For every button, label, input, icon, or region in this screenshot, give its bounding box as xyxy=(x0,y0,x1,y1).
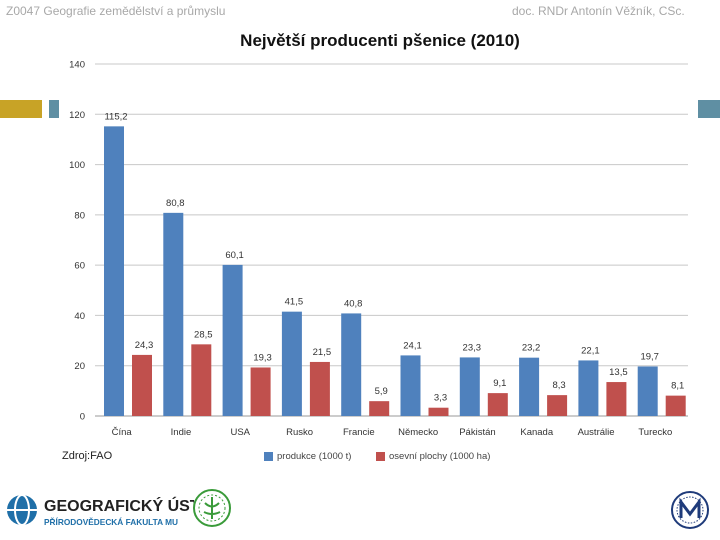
bar-osevni xyxy=(665,395,686,416)
data-label-produkce: 24,1 xyxy=(403,340,422,351)
source-note: Zdroj:FAO xyxy=(62,450,113,462)
bar-produkce xyxy=(104,126,124,417)
data-label-produkce: 80,8 xyxy=(166,198,185,209)
legend-swatch-osevni xyxy=(376,452,385,461)
x-tick-label: USA xyxy=(230,427,250,438)
muni-seal-icon xyxy=(671,491,709,529)
bar-produkce xyxy=(341,313,362,416)
data-label-osevni: 19,3 xyxy=(253,352,272,363)
data-label-osevni: 5,9 xyxy=(375,386,388,397)
legend-item-produkce: produkce (1000 t) xyxy=(264,451,351,462)
logo-text-line2: PŘÍRODOVĚDECKÁ FAKULTA MU xyxy=(44,516,178,527)
bar-osevni xyxy=(132,354,152,416)
data-label-osevni: 13,5 xyxy=(609,367,628,378)
legend-label-osevni: osevní plochy (1000 ha) xyxy=(389,451,491,462)
x-tick-label: Francie xyxy=(343,427,375,438)
bar-produkce xyxy=(400,355,421,416)
legend-swatch-produkce xyxy=(264,452,273,461)
bar-produkce xyxy=(637,366,658,416)
x-tick-label: Kanada xyxy=(520,427,553,438)
x-tick-label: Austrálie xyxy=(578,427,615,438)
data-label-osevni: 24,3 xyxy=(135,340,154,351)
y-tick-label: 80 xyxy=(74,210,85,221)
faculty-seal-icon xyxy=(193,489,231,527)
logo-text-line1: GEOGRAFICKÝ ÚSTAV xyxy=(44,496,194,515)
data-label-osevni: 8,3 xyxy=(552,380,565,391)
bar-produkce xyxy=(519,357,540,416)
y-tick-label: 120 xyxy=(69,110,85,121)
y-tick-label: 140 xyxy=(69,60,85,71)
data-label-produkce: 60,1 xyxy=(225,250,244,261)
y-tick-label: 40 xyxy=(74,311,85,322)
data-label-produkce: 23,3 xyxy=(463,342,482,353)
geographic-institute-logo: GEOGRAFICKÝ ÚSTAV PŘÍRODOVĚDECKÁ FAKULTA… xyxy=(7,494,194,527)
x-tick-label: Indie xyxy=(171,427,192,438)
bar-produkce xyxy=(578,360,599,416)
y-tick-label: 0 xyxy=(80,412,85,423)
data-label-osevni: 28,5 xyxy=(194,329,213,340)
bar-produkce xyxy=(222,264,243,416)
x-tick-label: Německo xyxy=(398,427,438,438)
data-label-produkce: 41,5 xyxy=(285,297,304,308)
y-axis-ticks: 0 20 40 60 80 100 120 140 xyxy=(69,60,85,423)
bar-produkce xyxy=(281,311,302,416)
y-tick-label: 60 xyxy=(74,261,85,272)
bar-produkce xyxy=(459,357,480,416)
x-tick-label: Rusko xyxy=(286,427,313,438)
data-label-osevni: 8,1 xyxy=(671,381,684,392)
legend-item-osevni: osevní plochy (1000 ha) xyxy=(376,451,490,462)
data-label-produkce: 40,8 xyxy=(344,298,363,309)
header-course-title: Z0047 Geografie zemědělství a průmyslu xyxy=(6,4,226,18)
data-label-osevni: 9,1 xyxy=(493,378,506,389)
data-label-produkce: 19,7 xyxy=(640,351,659,362)
chart-title: Největší producenti pšenice (2010) xyxy=(240,31,520,50)
decor-bar-left xyxy=(0,100,42,118)
x-tick-label: Turecko xyxy=(638,427,672,438)
bar-osevni xyxy=(487,393,508,416)
bar-osevni xyxy=(547,395,568,416)
y-tick-label: 100 xyxy=(69,160,85,171)
data-label-osevni: 3,3 xyxy=(434,393,447,404)
header-author: doc. RNDr Antonín Věžník, CSc. xyxy=(512,4,685,18)
x-axis-ticks: Čína Indie USA Rusko Francie Německo Pákistán K… xyxy=(112,427,673,438)
data-label-produkce: 115,2 xyxy=(104,111,127,122)
bar-osevni xyxy=(606,382,627,416)
bar-produkce xyxy=(163,212,184,416)
y-tick-label: 20 xyxy=(74,361,85,372)
bar-osevni xyxy=(369,401,390,416)
decor-bar-right xyxy=(698,100,720,118)
data-label-osevni: 21,5 xyxy=(313,347,332,358)
legend-label-produkce: produkce (1000 t) xyxy=(277,451,352,462)
x-tick-label: Čína xyxy=(112,427,133,438)
bar-osevni xyxy=(250,367,271,416)
data-label-produkce: 23,2 xyxy=(522,343,541,354)
x-tick-label: Pákistán xyxy=(459,427,495,438)
chart-bars: 115,2 24,3 80,8 28,5 60,1 19,3 41,5 21,5 40,8 5,9… xyxy=(104,111,686,417)
globe-icon xyxy=(7,494,37,526)
bar-osevni xyxy=(309,361,330,416)
chart-grid xyxy=(95,63,688,417)
bar-osevni xyxy=(191,344,212,416)
bar-osevni xyxy=(428,407,449,416)
data-label-produkce: 22,1 xyxy=(581,345,600,356)
decor-bar-left-small xyxy=(49,100,59,118)
